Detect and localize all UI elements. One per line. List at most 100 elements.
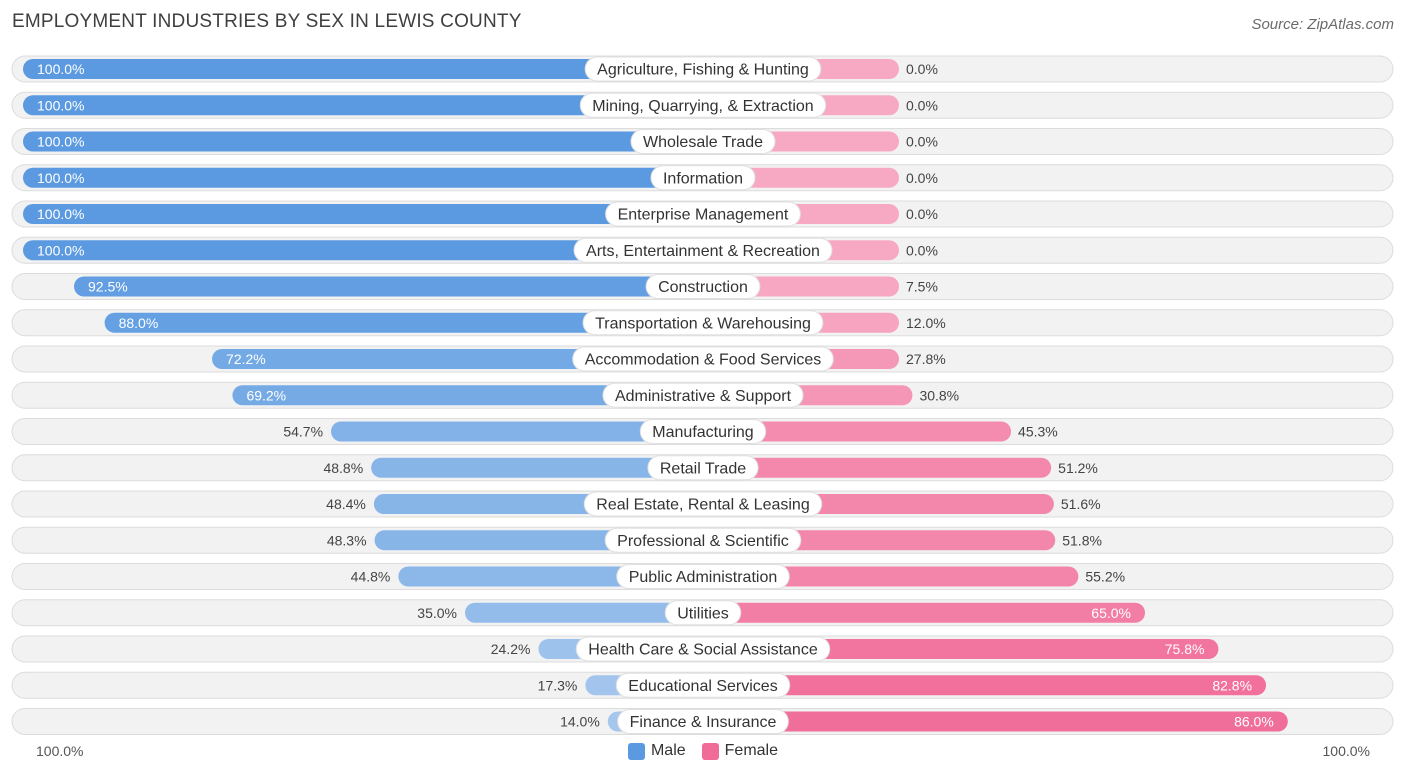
category-pill <box>583 491 823 517</box>
value-label-male: 35.0% <box>417 605 457 621</box>
bar-female[interactable] <box>703 675 1267 696</box>
bar-male[interactable] <box>23 204 703 224</box>
legend-item-female[interactable]: Female <box>701 742 779 760</box>
category-label: Enterprise Management <box>618 207 789 224</box>
value-label-male: 100.0% <box>37 97 84 113</box>
legend-label-male: Male <box>650 742 686 759</box>
category-label: Manufacturing <box>652 424 753 441</box>
value-label-male: 69.2% <box>246 387 286 403</box>
value-label-female: 0.0% <box>906 242 938 258</box>
category-pill <box>582 310 824 336</box>
category-label: Construction <box>658 279 748 296</box>
bar-female[interactable] <box>703 602 1145 623</box>
category-label: Mining, Quarrying, & Extraction <box>592 98 813 115</box>
value-label-female: 55.2% <box>1085 569 1125 585</box>
category-label: Educational Services <box>628 678 777 695</box>
value-label-female: 30.8% <box>919 387 959 403</box>
category-pill <box>615 672 791 698</box>
bar-female[interactable] <box>703 421 1012 442</box>
bar-male[interactable] <box>23 95 703 116</box>
value-label-male: 48.8% <box>323 460 363 476</box>
source-label: Source: ZipAtlas.com <box>1251 16 1394 33</box>
category-label: Agriculture, Fishing & Hunting <box>597 62 809 79</box>
value-label-male: 14.0% <box>560 714 600 730</box>
category-pill <box>650 165 756 191</box>
chart-title: EMPLOYMENT INDUSTRIES BY SEX IN LEWIS CO… <box>12 11 522 32</box>
bar-male[interactable] <box>74 276 703 297</box>
value-label-male: 54.7% <box>283 424 323 440</box>
value-label-male: 48.4% <box>326 496 366 512</box>
category-pill <box>617 709 789 734</box>
category-label: Professional & Scientific <box>617 533 789 550</box>
category-pill <box>573 237 833 263</box>
value-label-male: 24.2% <box>491 641 531 657</box>
category-pill <box>647 455 759 481</box>
bar-male[interactable] <box>104 312 704 333</box>
category-label: Health Care & Social Assistance <box>588 642 818 659</box>
category-pill <box>630 129 776 154</box>
value-label-male: 72.2% <box>226 351 266 367</box>
value-label-female: 0.0% <box>906 97 938 113</box>
value-label-male: 88.0% <box>119 315 159 331</box>
category-label: Administrative & Support <box>615 388 792 405</box>
category-label: Accommodation & Food Services <box>585 352 822 369</box>
chart-area: 100.0% 0.0% Agriculture, Fishing & Hunting… <box>11 55 1394 735</box>
value-label-female: 51.6% <box>1061 496 1101 512</box>
category-label: Arts, Entertainment & Recreation <box>586 243 820 260</box>
value-label-female: 51.8% <box>1062 532 1102 548</box>
category-label: Public Administration <box>629 569 778 586</box>
bar-female[interactable] <box>703 639 1219 659</box>
value-label-female: 0.0% <box>906 134 938 150</box>
bar-female[interactable] <box>703 566 1079 587</box>
category-label: Finance & Insurance <box>630 714 777 731</box>
legend-swatch-male <box>627 742 645 760</box>
category-pill <box>575 636 831 662</box>
value-label-female: 12.0% <box>906 315 946 331</box>
category-label: Real Estate, Rental & Leasing <box>596 497 809 514</box>
value-label-female: 27.8% <box>906 351 946 367</box>
category-pill <box>572 346 834 372</box>
value-label-male: 100.0% <box>37 61 84 77</box>
value-label-female: 86.0% <box>1234 714 1274 730</box>
value-label-male: 48.3% <box>327 532 367 548</box>
bar-male[interactable] <box>23 167 703 188</box>
category-pill <box>579 92 827 118</box>
category-label: Information <box>663 170 743 187</box>
value-label-female: 65.0% <box>1091 605 1131 621</box>
value-label-male: 100.0% <box>37 134 84 150</box>
value-label-male: 17.3% <box>538 677 578 693</box>
category-label: Transportation & Warehousing <box>595 315 811 332</box>
legend-swatch-female <box>701 742 719 760</box>
category-pill <box>602 382 804 408</box>
value-label-female: 0.0% <box>906 206 938 222</box>
category-label: Utilities <box>677 605 729 622</box>
category-pill <box>584 56 822 82</box>
bar-male[interactable] <box>23 240 703 261</box>
value-label-female: 75.8% <box>1165 641 1205 657</box>
bar-male[interactable] <box>371 457 703 478</box>
value-label-male: 100.0% <box>37 206 84 222</box>
category-pill <box>639 419 767 444</box>
value-label-male: 92.5% <box>88 279 128 295</box>
bar-male[interactable] <box>23 131 703 152</box>
bar-male[interactable] <box>331 421 703 442</box>
legend: Male Female <box>0 742 1406 760</box>
bar-male[interactable] <box>23 59 703 79</box>
axis-right-label: 100.0% <box>1322 743 1370 759</box>
category-pill <box>616 564 790 589</box>
value-label-male: 100.0% <box>37 242 84 258</box>
legend-item-male[interactable]: Male <box>627 742 686 760</box>
value-label-male: 100.0% <box>37 170 84 186</box>
category-pill <box>605 201 801 227</box>
bar-male[interactable] <box>465 602 703 623</box>
category-pill <box>664 600 742 626</box>
bar-female[interactable] <box>703 457 1052 478</box>
bar-male[interactable] <box>232 385 703 406</box>
axis-left-label: 100.0% <box>36 743 84 759</box>
value-label-female: 0.0% <box>906 61 938 77</box>
value-label-female: 7.5% <box>906 279 938 295</box>
category-pill <box>645 274 761 299</box>
bar-female[interactable] <box>703 711 1288 732</box>
legend-label-female: Female <box>724 742 779 759</box>
value-label-male: 44.8% <box>351 569 391 585</box>
